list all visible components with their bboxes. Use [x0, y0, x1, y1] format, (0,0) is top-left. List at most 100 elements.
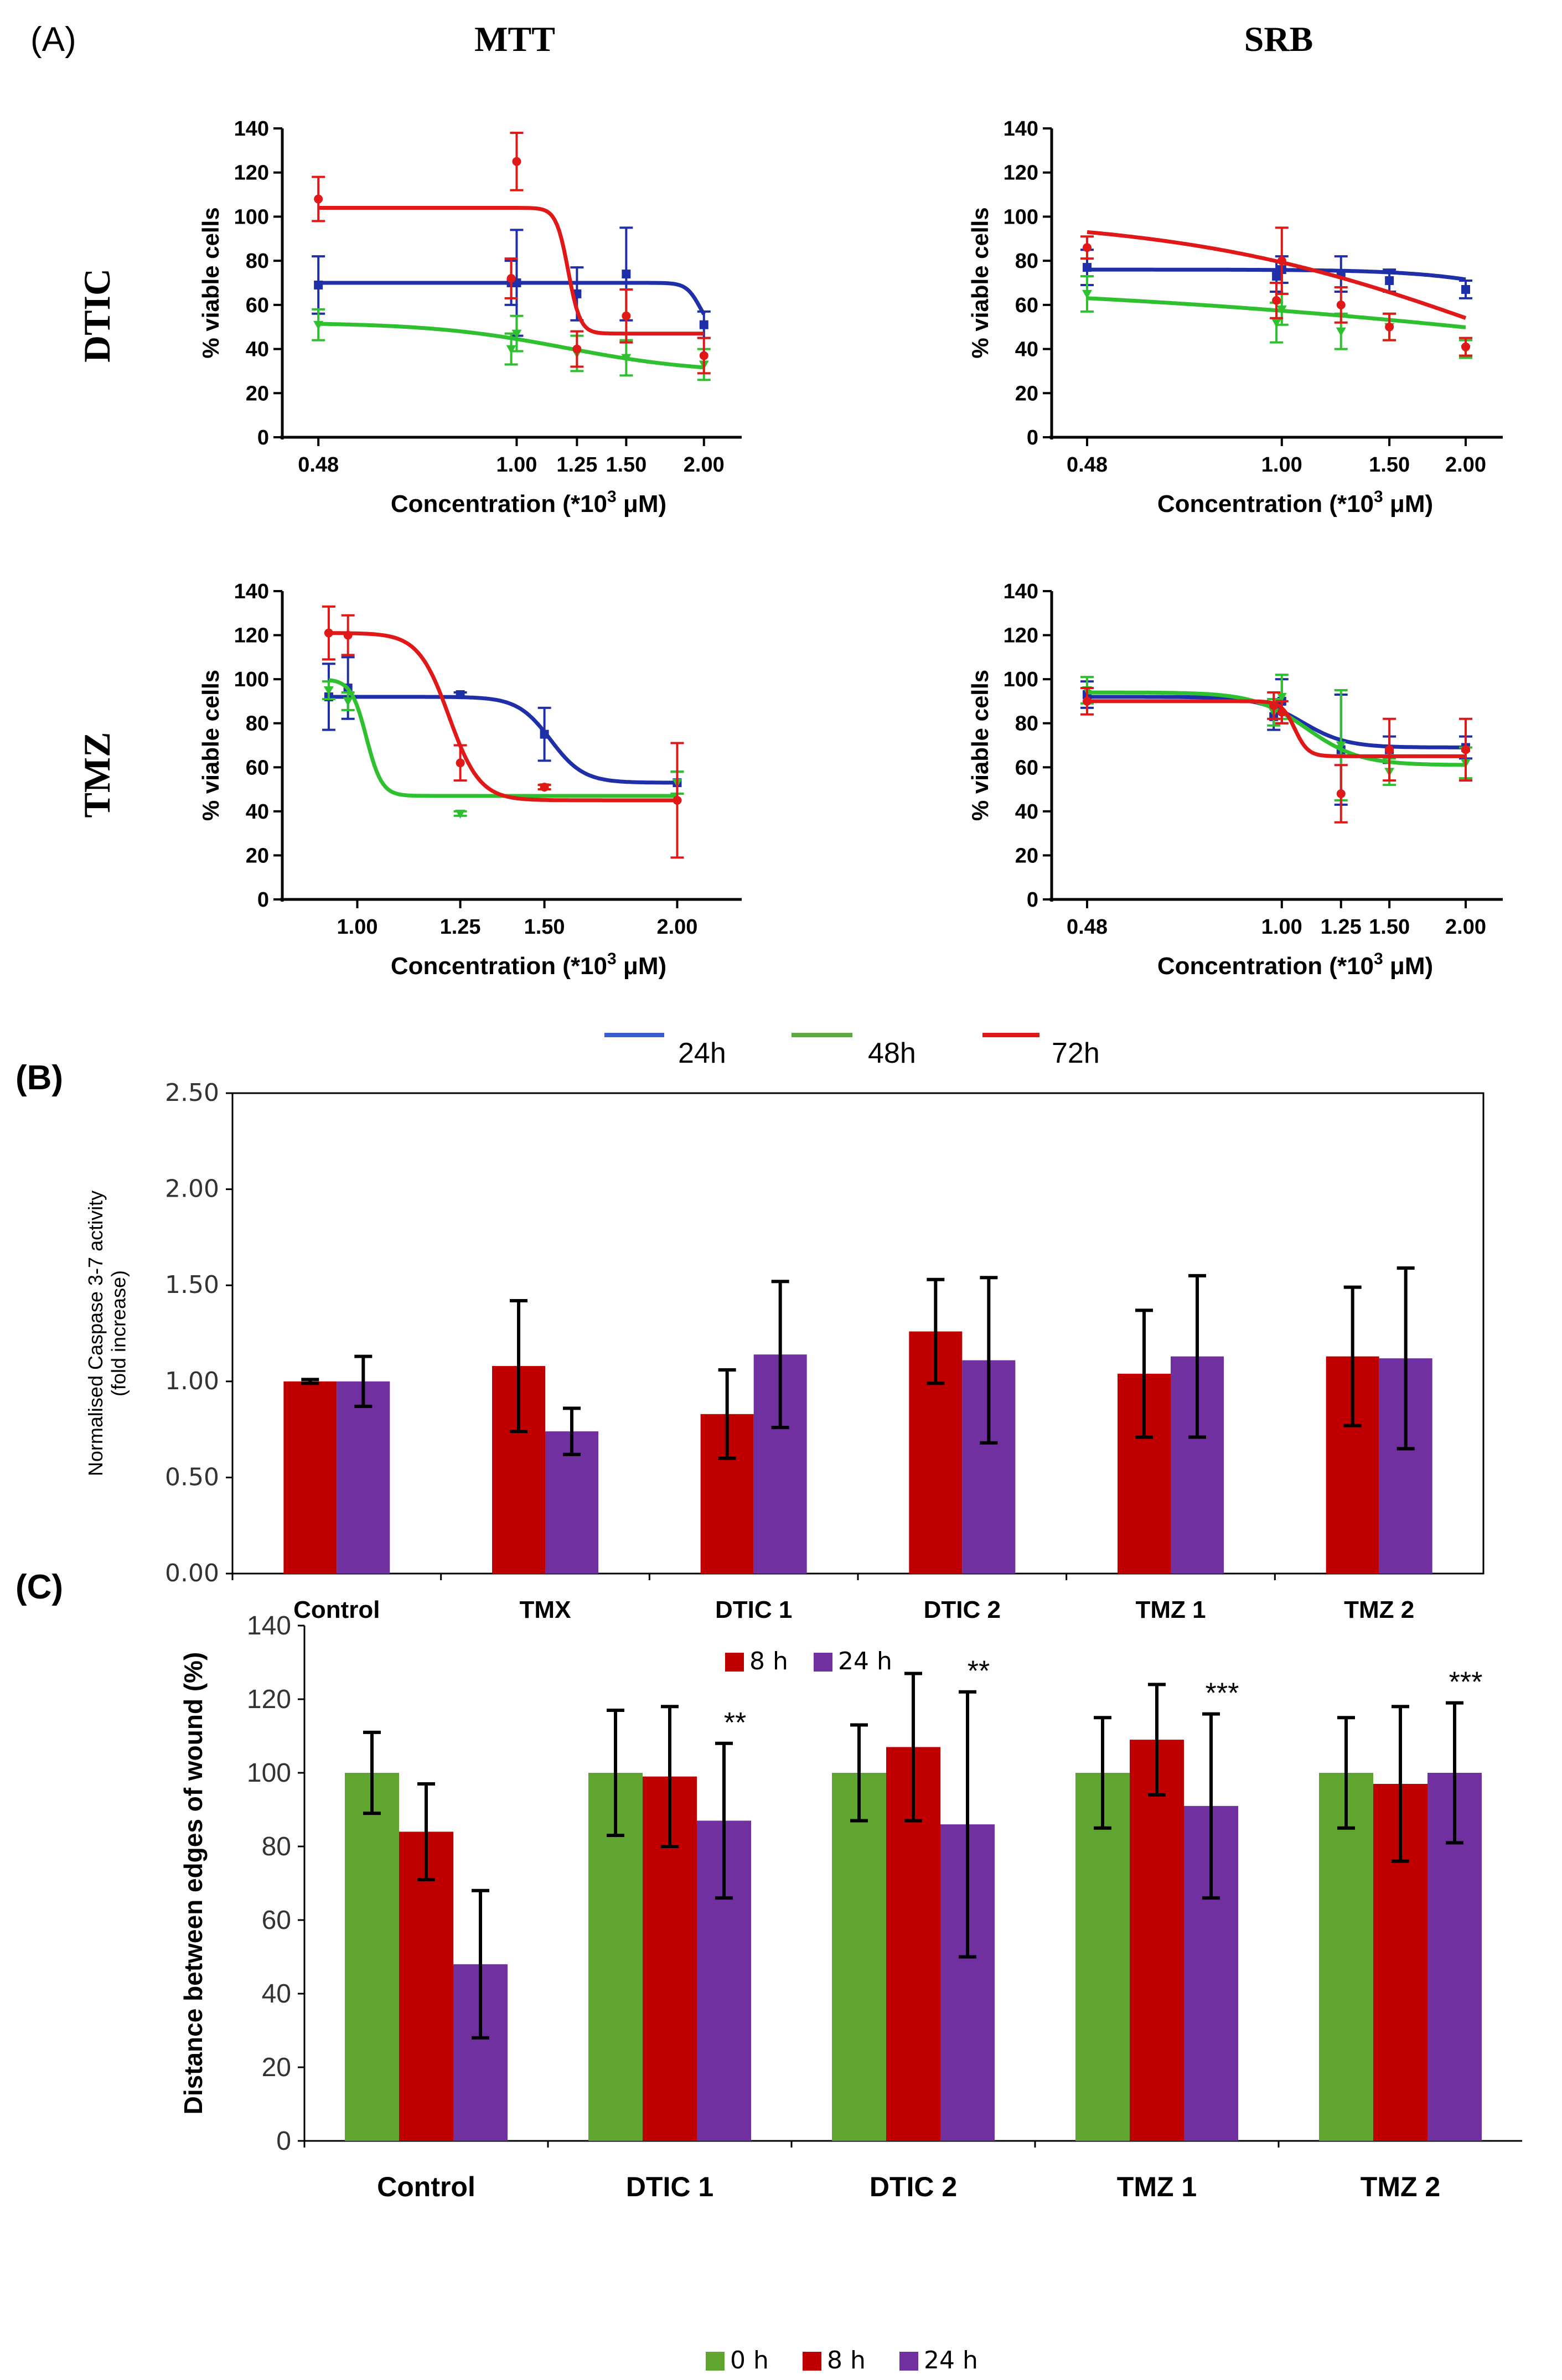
significance-annotation: **: [968, 1655, 990, 1688]
x-axis-title: Concentration (*103 μM): [391, 950, 666, 980]
bar-0h: [1319, 1773, 1373, 2141]
point-48h: [1336, 327, 1346, 337]
bar-8h: [1130, 1740, 1184, 2141]
x-tick-label: 2.00: [1445, 915, 1486, 939]
y-tick-label: 80: [1015, 712, 1038, 736]
y-tick-label: 60: [246, 756, 269, 779]
y-tick-label: 60: [1015, 294, 1038, 317]
chart-caspase-activity: 0.00 0.50 1.00 1.50 2.00 2.50 Control TMX DTIC 1…: [84, 1079, 1485, 1675]
y-tick-label: 0: [257, 426, 269, 449]
x-tick-label: 2.00: [1445, 453, 1486, 477]
x-tick-label: 1.50: [1369, 453, 1410, 477]
chart-mtt-tmz: 0 20 40 60 80 100 120 140 1.00 1.25 1.50 2.00 % viab…: [198, 580, 742, 980]
y-tick-label: 20: [1015, 382, 1038, 405]
y-tick-label: 80: [246, 250, 269, 273]
y-tick-label: 20: [262, 2053, 291, 2082]
point-48h: [455, 809, 466, 819]
point-48h: [313, 320, 324, 330]
y-tick-label: 40: [1015, 800, 1038, 824]
x-tick-label: 1.25: [440, 915, 481, 939]
y-axis-title: % viable cells: [198, 207, 224, 358]
point-48h: [511, 329, 522, 339]
y-tick-label: 80: [1015, 250, 1038, 273]
point-48h: [506, 345, 516, 354]
point-72h: [1385, 322, 1394, 332]
bar-24h: [337, 1381, 390, 1574]
x-tick-label: 1.25: [1321, 915, 1362, 939]
y-tick-label: 100: [247, 1758, 291, 1788]
point-72h: [1461, 342, 1471, 351]
category-label: DTIC 2: [924, 1596, 1001, 1623]
legend-panel-a: 24h 48h 72h: [604, 1033, 1100, 1069]
y-tick-label: 40: [262, 1979, 291, 2009]
category-label: TMZ 1: [1117, 2171, 1197, 2202]
x-axis-title: Concentration (*103 μM): [391, 488, 666, 518]
column-header-mtt: MTT: [474, 19, 555, 59]
y-tick-label: 2.00: [165, 1175, 219, 1203]
row-header-dtic: DTIC: [76, 268, 118, 363]
point-72h: [540, 783, 549, 792]
point-48h: [1336, 741, 1346, 751]
x-tick-label: 2.00: [684, 453, 725, 477]
category-label: Control: [293, 1596, 380, 1623]
point-48h: [1082, 289, 1093, 299]
y-axis-title: Distance between edges of wound (%): [179, 1652, 208, 2115]
y-tick-label: 120: [234, 624, 269, 648]
point-72h: [1083, 243, 1092, 252]
y-tick-label: 1.50: [165, 1271, 219, 1299]
point-72h: [324, 628, 333, 638]
y-tick-label: 20: [246, 382, 269, 405]
category-label: Control: [377, 2171, 475, 2202]
category-label: DTIC 2: [870, 2171, 957, 2202]
category-label: TMZ 2: [1344, 1596, 1414, 1623]
point-24h: [1385, 276, 1394, 286]
point-72h: [314, 194, 323, 204]
point-72h: [1277, 707, 1286, 717]
chart-mtt-dtic: 0 20 40 60 80 100 120 140 0.48 1.00 1.25 1.50 2.00 % …: [198, 117, 742, 518]
legend-swatch-0h: [706, 2352, 725, 2371]
point-24h: [314, 280, 323, 289]
point-48h: [1271, 318, 1282, 328]
panel-label-c: (C): [15, 1568, 63, 1606]
y-tick-label: 60: [1015, 756, 1038, 779]
point-24h: [622, 270, 631, 279]
legend-label-8h: 8 h: [749, 1647, 788, 1675]
legend-48h-label: 48h: [868, 1037, 916, 1069]
category-label: DTIC 1: [626, 2171, 713, 2202]
panel-label-a: (A): [30, 20, 76, 59]
category-label: TMX: [520, 1596, 571, 1623]
legend-24h-label: 24h: [678, 1037, 726, 1069]
y-tick-label: 140: [1004, 580, 1038, 603]
point-72h: [699, 351, 708, 360]
point-24h: [1461, 284, 1471, 294]
y-axis-title: % viable cells: [967, 207, 993, 358]
y-axis-title: % viable cells: [198, 670, 224, 821]
y-tick-label: 120: [247, 1685, 291, 1714]
y-tick-label: 100: [1004, 205, 1038, 229]
legend-swatch-24h: [899, 2352, 918, 2371]
point-72h: [1336, 789, 1346, 799]
x-tick-label: 0.48: [1067, 453, 1108, 477]
y-tick-label: 140: [234, 580, 269, 603]
chart-srb-dtic: 0 20 40 60 80 100 120 140 0.48 1.00 1.50 2.00 % viab…: [967, 117, 1503, 518]
x-axis-title: Concentration (*103 μM): [1157, 488, 1433, 518]
x-tick-label: 0.48: [1067, 915, 1108, 939]
y-tick-label: 40: [246, 338, 269, 361]
point-24h: [456, 690, 465, 699]
panel-label-b: (B): [15, 1059, 63, 1097]
bar-0h: [1075, 1773, 1130, 2141]
point-72h: [1336, 300, 1346, 309]
x-tick-label: 0.48: [298, 453, 339, 477]
point-48h: [621, 354, 632, 363]
x-tick-label: 2.00: [656, 915, 697, 939]
bar-0h: [832, 1773, 886, 2141]
y-tick-label: 0: [1027, 426, 1038, 449]
point-72h: [673, 795, 682, 805]
chart-wound-distance: 0 20 40 60 80 100 120 140 Control DTIC 1 ** DTIC 2 *…: [179, 1611, 1522, 2374]
y-tick-label: 100: [234, 668, 269, 691]
y-tick-label: 40: [246, 800, 269, 824]
point-72h: [622, 311, 631, 320]
y-tick-label: 80: [262, 1832, 291, 1861]
point-72h: [456, 758, 465, 768]
